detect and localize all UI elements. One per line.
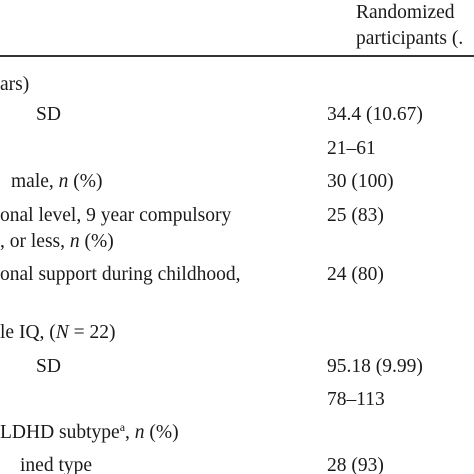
- row-label-adhd-post: (%): [144, 422, 179, 443]
- row-label-iq: le IQ, (N = 22): [0, 322, 116, 344]
- row-label-adhd-n: n: [134, 422, 145, 443]
- row-label-age-sd: SD: [36, 104, 61, 125]
- column-header-line1: Randomized: [356, 2, 455, 23]
- table-header-rule: [0, 55, 474, 57]
- row-label-education-cont-pre: , or less,: [0, 231, 70, 252]
- row-label-iq-pre: le IQ, (: [0, 322, 56, 343]
- row-value-age-sd: 34.4 (10.67): [327, 104, 423, 125]
- row-label-education: onal level, 9 year compulsory: [0, 205, 232, 226]
- row-label-education-cont-post: (%): [79, 231, 114, 252]
- row-label-iq-sd: SD: [36, 356, 61, 377]
- row-label-male: male, n (%): [11, 171, 103, 193]
- row-label-adhd-pre: LDHD subtype: [0, 422, 120, 443]
- row-value-age-range: 21–61: [327, 138, 376, 159]
- row-label-support: onal support during childhood,: [0, 264, 241, 285]
- row-value-male: 30 (100): [327, 171, 394, 192]
- row-label-combined-type: ined type: [20, 455, 93, 474]
- row-value-iq-sd: 95.18 (9.99): [327, 356, 423, 377]
- row-label-education-cont-n: n: [69, 231, 80, 252]
- row-label-education-cont: , or less, n (%): [0, 231, 114, 253]
- row-label-iq-post: = 22): [68, 322, 116, 343]
- row-label-adhd-mid: ,: [125, 422, 135, 443]
- row-label-male-n: n: [58, 171, 69, 192]
- row-label-male-post: (%): [68, 171, 103, 192]
- row-label-adhd-footnote: a: [119, 420, 126, 434]
- row-label-iq-n: N: [55, 322, 69, 343]
- row-value-iq-range: 78–113: [327, 389, 385, 410]
- row-label-male-pre: male,: [11, 171, 59, 192]
- row-label-adhd-subtype: LDHD subtypea, n (%): [0, 420, 179, 444]
- row-value-combined-type: 28 (93): [327, 455, 384, 474]
- row-value-education: 25 (83): [327, 205, 384, 226]
- row-value-support: 24 (80): [327, 264, 384, 285]
- column-header-line2: participants (.: [356, 28, 464, 49]
- row-label-age: ars): [0, 74, 30, 95]
